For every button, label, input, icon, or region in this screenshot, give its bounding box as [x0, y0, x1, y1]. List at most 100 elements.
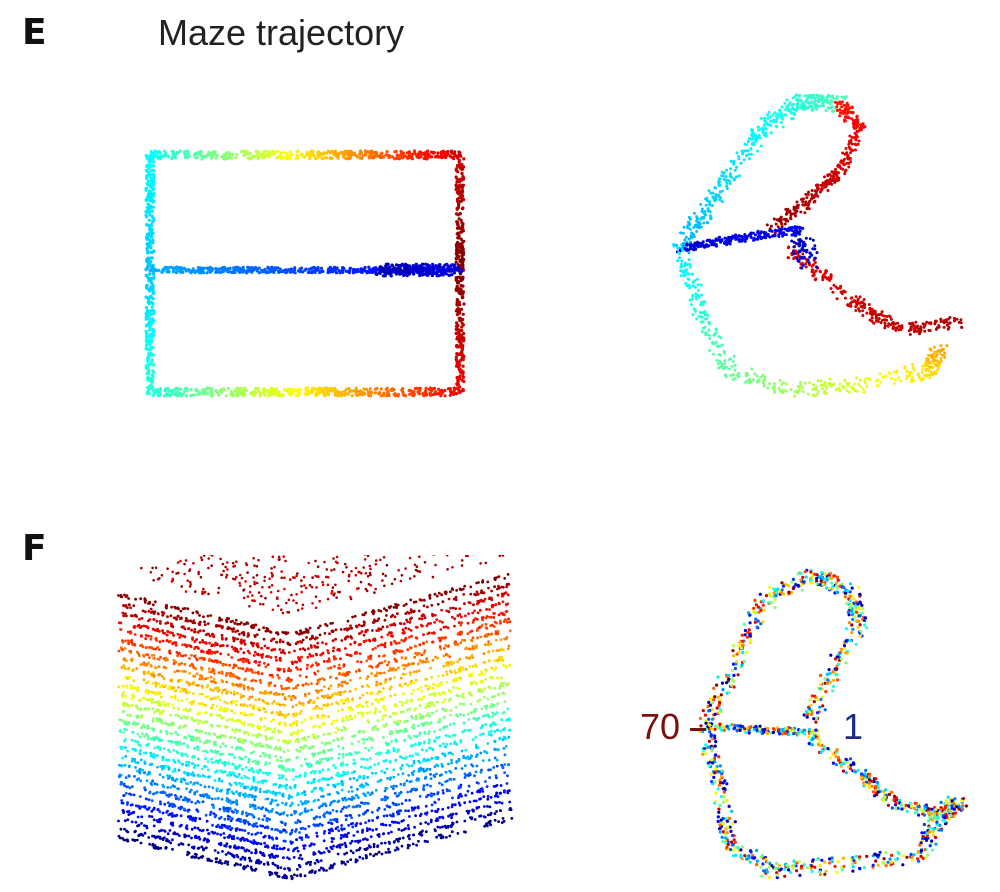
trajectory-point	[174, 386, 179, 390]
trajectory-point	[149, 333, 153, 337]
trajectory-point	[354, 270, 358, 274]
trajectory-point	[368, 639, 372, 643]
trajectory-point	[461, 275, 465, 280]
trajectory-point	[718, 235, 722, 239]
trajectory-point	[801, 252, 805, 256]
trajectory-point	[706, 207, 710, 211]
trajectory-point	[928, 373, 931, 377]
trajectory-point	[768, 382, 772, 386]
trajectory-point	[768, 115, 772, 119]
trajectory-point	[726, 240, 730, 244]
trajectory-point	[176, 394, 180, 398]
trajectory-point	[925, 364, 929, 368]
trajectory-point	[460, 178, 464, 182]
trajectory-point	[460, 621, 463, 624]
trajectory-point	[683, 238, 687, 242]
trajectory-point	[945, 320, 949, 324]
trajectory-point	[412, 149, 417, 153]
trajectory-point	[288, 669, 292, 673]
trajectory-point	[284, 157, 288, 161]
trajectory-point	[500, 585, 504, 589]
trajectory-point	[208, 670, 211, 674]
trajectory-point	[686, 272, 690, 276]
trajectory-point	[257, 672, 261, 676]
trajectory-point	[706, 221, 710, 225]
trajectory-point	[339, 394, 343, 398]
trajectory-point	[728, 182, 732, 185]
trajectory-point	[720, 200, 724, 204]
trajectory-point	[422, 604, 426, 608]
trajectory-point	[148, 189, 152, 193]
trajectory-point	[242, 657, 245, 660]
trajectory-point	[846, 384, 850, 388]
trajectory-point	[487, 632, 490, 636]
trajectory-point	[457, 279, 461, 283]
trajectory-point	[252, 155, 256, 159]
trajectory-point	[933, 322, 937, 326]
trajectory-point	[861, 122, 865, 126]
trajectory-point	[293, 649, 296, 653]
trajectory-point	[481, 618, 484, 622]
trajectory-point	[379, 156, 383, 160]
trajectory-point	[254, 267, 258, 271]
trajectory-point	[144, 305, 149, 310]
trajectory-point	[192, 269, 196, 273]
trajectory-point	[193, 393, 197, 397]
trajectory-point	[705, 317, 709, 320]
trajectory-point	[384, 266, 388, 270]
trajectory-point	[298, 268, 302, 272]
trajectory-point	[845, 382, 849, 385]
trajectory-point	[911, 321, 915, 325]
trajectory-point	[412, 609, 416, 613]
trajectory-point	[793, 208, 797, 212]
trajectory-point	[149, 646, 152, 649]
trajectory-point	[296, 640, 300, 644]
trajectory-point	[691, 280, 695, 284]
trajectory-point	[452, 386, 456, 390]
trajectory-point	[852, 125, 856, 129]
trajectory-point	[398, 156, 402, 160]
trajectory-point	[847, 161, 851, 165]
trajectory-point	[735, 175, 738, 179]
trajectory-point	[798, 225, 801, 229]
trajectory-point	[146, 323, 150, 327]
trajectory-point	[287, 642, 291, 646]
trajectory-point	[392, 266, 396, 270]
trajectory-point	[776, 218, 780, 222]
trajectory-point	[485, 608, 488, 611]
trajectory-point	[828, 377, 832, 381]
trajectory-point	[146, 207, 150, 212]
trajectory-point	[139, 644, 142, 647]
trajectory-point	[402, 273, 406, 277]
trajectory-point	[185, 155, 190, 159]
trajectory-point	[812, 263, 815, 267]
trajectory-point	[753, 138, 757, 141]
trajectory-point	[320, 157, 324, 161]
trajectory-point	[348, 266, 352, 270]
trajectory-point	[400, 638, 404, 642]
trajectory-point	[476, 636, 479, 640]
trajectory-point	[224, 663, 228, 667]
trajectory-point	[278, 640, 282, 644]
trajectory-point	[405, 618, 408, 622]
trajectory-point	[709, 240, 712, 244]
trajectory-point	[714, 237, 718, 241]
trajectory-point	[349, 389, 353, 393]
trajectory-point	[796, 259, 800, 263]
trajectory-point	[244, 669, 248, 673]
trajectory-point	[404, 602, 408, 606]
trajectory-point	[685, 248, 689, 252]
trajectory-point	[461, 375, 465, 379]
trajectory-point	[859, 127, 863, 131]
trajectory-point	[437, 266, 441, 270]
trajectory-point	[735, 151, 739, 155]
trajectory-point	[406, 610, 409, 614]
panel-letter-f: F	[22, 528, 47, 569]
trajectory-point	[940, 348, 944, 352]
trajectory-point	[480, 599, 483, 603]
trajectory-point	[121, 640, 125, 644]
trajectory-point	[679, 262, 683, 266]
trajectory-point	[848, 390, 851, 394]
trajectory-point	[287, 651, 291, 654]
trajectory-point	[461, 312, 465, 316]
